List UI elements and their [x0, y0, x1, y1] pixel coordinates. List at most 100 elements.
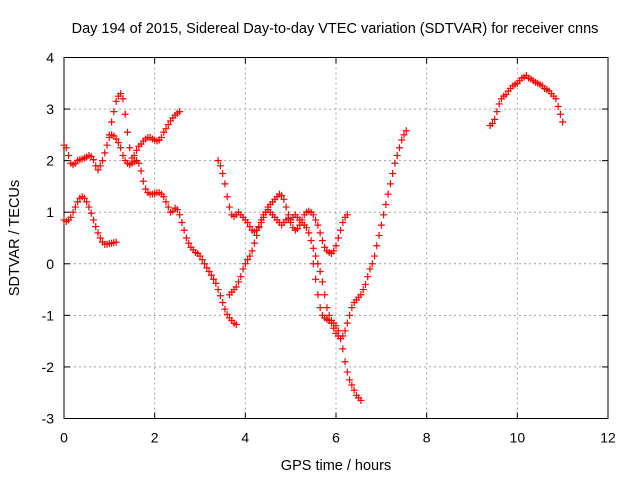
data-point [559, 118, 567, 126]
data-point [255, 224, 263, 232]
data-point [491, 115, 499, 123]
data-point [368, 260, 376, 268]
data-point [332, 242, 340, 250]
data-point [343, 368, 351, 376]
data-point [278, 192, 286, 200]
plot-frame [63, 57, 609, 419]
data-point [112, 97, 120, 105]
data-point [364, 273, 372, 281]
data-point [253, 231, 261, 239]
data-point [182, 234, 190, 242]
data-point [130, 151, 138, 159]
data-point [207, 271, 215, 279]
data-point [346, 311, 354, 319]
data-point [341, 358, 349, 366]
data-point [126, 144, 134, 152]
data-point [386, 180, 394, 188]
data-point [216, 292, 224, 300]
data-point [196, 252, 204, 260]
data-point [402, 127, 410, 135]
data-point [391, 159, 399, 167]
data-point [223, 193, 231, 201]
data-point [221, 180, 229, 188]
data-point [357, 396, 365, 404]
data-point [119, 95, 127, 103]
data-point [348, 381, 356, 389]
data-point [246, 252, 254, 260]
x-tick-label: 0 [60, 430, 68, 446]
data-point [556, 110, 564, 118]
data-point [142, 185, 150, 193]
data-point [83, 198, 91, 206]
chart-title: Day 194 of 2015, Sidereal Day-to-day VTE… [72, 21, 599, 37]
data-point [334, 234, 342, 242]
data-point [339, 219, 347, 227]
data-point [201, 260, 209, 268]
data-point [103, 141, 111, 149]
data-point [96, 234, 104, 242]
data-point [232, 283, 240, 291]
data-point [250, 239, 258, 247]
data-point [323, 304, 331, 312]
data-point [89, 156, 97, 164]
data-point [173, 206, 181, 214]
data-point [377, 221, 385, 229]
data-point [314, 221, 322, 229]
data-point [135, 159, 143, 167]
data-points [60, 72, 567, 404]
data-point [314, 291, 322, 299]
data-point [339, 345, 347, 353]
y-tick-label: -3 [42, 411, 55, 427]
data-point [114, 139, 122, 147]
data-point [350, 386, 358, 394]
data-point [160, 128, 168, 136]
data-point [309, 211, 317, 219]
data-point [343, 211, 351, 219]
data-point [112, 238, 120, 246]
y-tick-label: 1 [46, 204, 54, 220]
data-point [232, 321, 240, 329]
data-point [280, 195, 288, 203]
data-point [359, 286, 367, 294]
x-tick-label: 10 [510, 430, 526, 446]
y-tick-label: 2 [46, 153, 54, 169]
data-point [321, 291, 329, 299]
data-point [346, 376, 354, 384]
data-point [384, 190, 392, 198]
y-tick-label: 4 [46, 50, 54, 66]
data-point [137, 167, 145, 175]
data-point [248, 247, 256, 255]
data-point [112, 135, 120, 143]
data-point [316, 268, 324, 276]
data-point [366, 265, 374, 273]
x-tick-label: 4 [241, 430, 249, 446]
data-point [223, 310, 231, 318]
y-tick-label: 0 [46, 256, 54, 272]
data-point [87, 209, 95, 217]
data-point [312, 275, 320, 283]
data-point [117, 90, 125, 98]
data-point [244, 256, 252, 264]
y-axis-label: SDTVAR / TECUs [7, 180, 23, 296]
data-series [105, 131, 240, 329]
data-point [99, 157, 107, 165]
data-point [212, 279, 220, 287]
data-point [502, 91, 510, 99]
data-point [176, 211, 184, 219]
data-point [400, 131, 408, 139]
data-point [67, 213, 75, 221]
data-point [101, 149, 109, 157]
data-point [307, 237, 315, 245]
data-point [178, 219, 186, 227]
data-point [117, 144, 125, 152]
data-point [361, 280, 369, 288]
data-point [398, 136, 406, 144]
data-point [341, 327, 349, 335]
data-point [214, 157, 222, 165]
x-axis-label: GPS time / hours [281, 458, 391, 474]
data-point [330, 247, 338, 255]
x-tick-label: 2 [151, 430, 159, 446]
data-point [162, 198, 170, 206]
data-point [318, 278, 326, 286]
